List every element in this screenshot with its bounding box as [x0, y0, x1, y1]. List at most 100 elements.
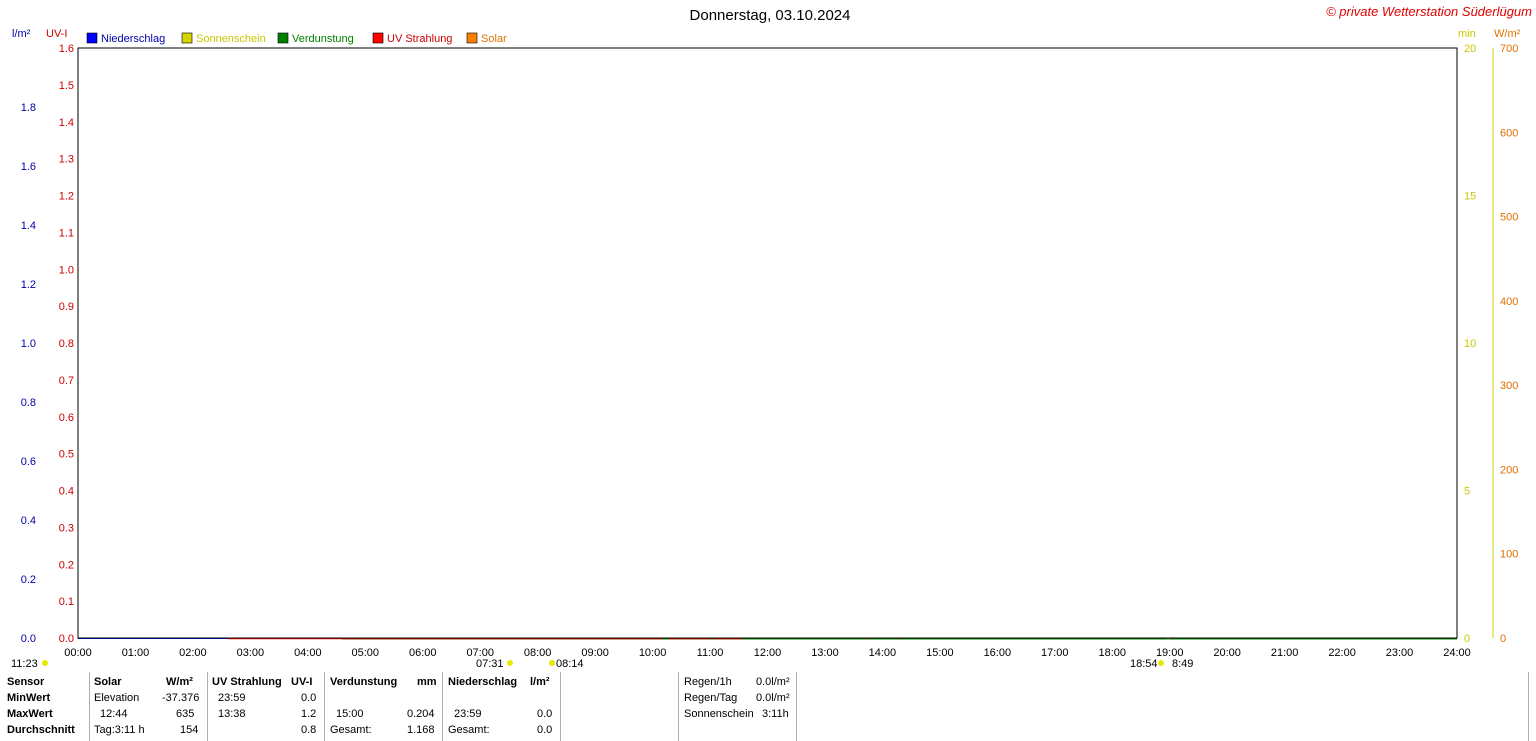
x-tick-label: 05:00	[352, 647, 380, 659]
x-tick-label: 11:00	[697, 647, 724, 659]
plot-frame	[77, 47, 1458, 639]
uv-axis-tick: 0.0	[59, 633, 74, 645]
axes	[77, 47, 1494, 639]
x-tick-label: 12:00	[754, 647, 782, 659]
stats-divider	[560, 672, 561, 741]
solar-axis-tick: 400	[1500, 296, 1518, 308]
uv-max-time: 13:38	[218, 708, 246, 720]
precip-header: Niederschlag	[448, 676, 518, 688]
x-tick-label: 16:00	[984, 647, 1012, 659]
precip-axis-tick: 1.6	[21, 161, 36, 173]
sunshine-value: 3:11h	[762, 708, 789, 720]
legend-label: UV Strahlung	[387, 33, 452, 45]
uv-axis-tick: 1.1	[59, 227, 74, 239]
precip-axis-tick: 1.8	[21, 102, 36, 114]
evap-max-value: 0.204	[407, 708, 435, 720]
uv-axis-tick: 0.2	[59, 559, 74, 571]
legend-label: Verdunstung	[292, 33, 354, 45]
weather-chart: 00:00 01:00 02:00 03:00 04:00 05:00 06:00 07:00…	[11, 4, 1532, 670]
uv-min-value: 0.0	[301, 692, 317, 704]
x-tick-label: 04:00	[294, 647, 322, 659]
x-tick-label: 18:00	[1098, 647, 1126, 659]
stats-max-label: MaxWert	[7, 708, 53, 720]
civil-start-label: 08:14	[556, 658, 584, 670]
stats-divider	[324, 672, 325, 741]
legend-swatch	[86, 32, 98, 44]
solar-unit: W/m²	[166, 676, 193, 688]
precip-max-value: 0.0	[537, 708, 553, 720]
sunshine-axis-tick: 15	[1464, 191, 1476, 203]
stats-divider	[678, 672, 679, 741]
rainday-label: Regen/Tag	[684, 692, 738, 704]
x-tick-label: 07:00	[466, 647, 494, 659]
x-tick-label: 08:00	[524, 647, 552, 659]
uv-axis-tick: 0.8	[59, 338, 74, 350]
stats-avg-label: Durchschnitt	[7, 724, 75, 736]
solar-noon-label: 11:23	[11, 658, 38, 670]
precip-total-label: Gesamt:	[448, 724, 490, 736]
x-tick-label: 00:00	[64, 647, 92, 659]
uv-axis-tick: 1.6	[59, 43, 74, 55]
legend-label: Niederschlag	[101, 33, 165, 45]
x-tick-label: 09:00	[581, 647, 609, 659]
sunrise-dot	[507, 660, 513, 666]
precip-axis-tick: 0.6	[21, 456, 36, 468]
x-tick-label: 13:00	[811, 647, 839, 659]
x-tick-label: 10:00	[639, 647, 667, 659]
solar-axis-tick: 200	[1500, 464, 1518, 476]
precip-axis-tick: 1.4	[21, 220, 36, 232]
uv-axis-tick: 0.6	[59, 412, 74, 424]
uv-axis-tick: 0.9	[59, 301, 74, 313]
solar-axis-tick: 300	[1500, 380, 1518, 392]
x-tick-label: 02:00	[179, 647, 207, 659]
x-tick-label: 15:00	[926, 647, 954, 659]
civil-start-dot	[549, 660, 555, 666]
right-unit-wm2: W/m²	[1494, 28, 1521, 40]
uv-min-time: 23:59	[218, 692, 246, 704]
solar-axis-tick: 700	[1500, 43, 1518, 55]
sunset-label: 18:54	[1130, 658, 1158, 670]
sunshine-axis-tick: 0	[1464, 633, 1470, 645]
day-length-label: 8:49	[1172, 658, 1193, 670]
precip-total-value: 0.0	[537, 724, 553, 736]
sunshine-axis-tick: 10	[1464, 338, 1476, 350]
left-unit-uv: UV-I	[46, 28, 67, 40]
tick-labels: 00:00 01:00 02:00 03:00 04:00 05:00 06:00 07:00…	[21, 43, 1519, 659]
solar-header: Solar	[94, 676, 122, 688]
uv-axis-tick: 0.1	[59, 596, 74, 608]
sun-markers: 11:23 07:31 08:14 18:54 8:49	[11, 658, 1193, 670]
sunshine-axis-tick: 20	[1464, 43, 1476, 55]
rain1h-label: Regen/1h	[684, 676, 732, 688]
solar-axis-tick: 600	[1500, 127, 1518, 139]
x-tick-label: 17:00	[1041, 647, 1069, 659]
legend-swatch	[466, 32, 478, 44]
stats-min-label: MinWert	[7, 692, 51, 704]
stats-divider	[796, 672, 797, 741]
uv-max-value: 1.2	[301, 708, 317, 720]
uv-axis-tick: 1.2	[59, 191, 74, 203]
precip-axis-tick: 0.8	[21, 397, 36, 409]
stats-table: Sensor MinWert MaxWert Durchschnitt Sola…	[0, 672, 1536, 741]
rain1h-value: 0.0l/m²	[756, 676, 790, 688]
legend-label: Sonnenschein	[196, 33, 266, 45]
x-tick-label: 22:00	[1328, 647, 1356, 659]
x-tick-label: 01:00	[122, 647, 150, 659]
uv-axis-tick: 0.7	[59, 375, 74, 387]
legend-swatch	[181, 32, 193, 44]
uv-axis-tick: 0.4	[59, 486, 74, 498]
sunshine-label: Sonnenschein	[684, 708, 754, 720]
uv-axis-tick: 0.3	[59, 522, 74, 534]
precip-axis-tick: 0.0	[21, 633, 36, 645]
x-tick-label: 21:00	[1271, 647, 1299, 659]
uv-header: UV Strahlung	[212, 676, 282, 688]
solar-axis-tick: 100	[1500, 549, 1518, 561]
evap-total-value: 1.168	[407, 724, 435, 736]
evap-max-time: 15:00	[336, 708, 364, 720]
x-tick-label: 19:00	[1156, 647, 1184, 659]
uv-axis-tick: 0.5	[59, 449, 74, 461]
precip-axis-tick: 1.0	[21, 338, 36, 350]
uv-axis-tick: 1.3	[59, 154, 74, 166]
rainday-value: 0.0l/m²	[756, 692, 790, 704]
sunrise-label: 07:31	[476, 658, 504, 670]
x-tick-label: 20:00	[1213, 647, 1241, 659]
